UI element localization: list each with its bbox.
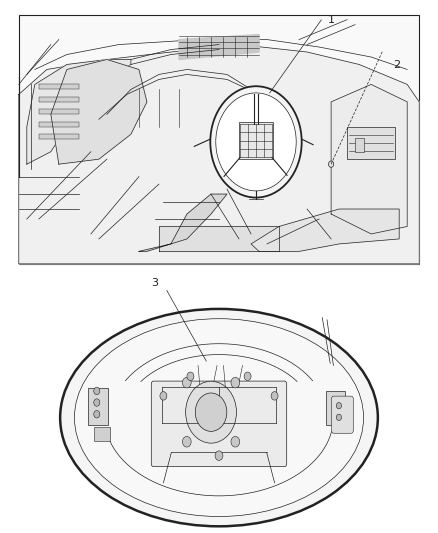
Text: 2: 2	[393, 60, 400, 70]
Circle shape	[216, 93, 296, 191]
Polygon shape	[251, 209, 399, 252]
Circle shape	[94, 387, 100, 394]
Polygon shape	[51, 60, 147, 164]
Bar	[326, 391, 346, 425]
Circle shape	[210, 86, 302, 198]
Bar	[19, 14, 419, 264]
Circle shape	[183, 377, 191, 388]
Circle shape	[244, 372, 251, 381]
Ellipse shape	[60, 309, 378, 526]
Circle shape	[336, 402, 342, 409]
Bar	[39, 134, 79, 139]
Circle shape	[160, 392, 167, 400]
Bar	[355, 139, 364, 152]
Bar	[39, 97, 79, 102]
Circle shape	[94, 410, 100, 418]
Circle shape	[186, 381, 237, 443]
Circle shape	[183, 437, 191, 447]
Polygon shape	[139, 194, 227, 252]
Polygon shape	[27, 60, 131, 164]
Circle shape	[231, 437, 240, 447]
Polygon shape	[159, 227, 279, 252]
Text: 1: 1	[328, 15, 335, 25]
Circle shape	[187, 372, 194, 381]
Bar	[39, 84, 79, 90]
Circle shape	[195, 393, 227, 431]
Bar	[88, 387, 108, 425]
Polygon shape	[19, 45, 419, 264]
Circle shape	[271, 392, 278, 400]
Circle shape	[336, 414, 342, 421]
Polygon shape	[331, 84, 407, 234]
Polygon shape	[179, 35, 259, 60]
Circle shape	[231, 377, 240, 388]
FancyBboxPatch shape	[151, 381, 287, 466]
Bar	[39, 109, 79, 114]
Circle shape	[328, 161, 334, 167]
Circle shape	[94, 399, 100, 406]
Bar	[39, 122, 79, 127]
Ellipse shape	[74, 319, 364, 516]
Bar	[94, 427, 110, 441]
Bar	[239, 123, 273, 159]
Bar	[347, 127, 395, 159]
Circle shape	[215, 451, 223, 461]
Text: 3: 3	[151, 278, 158, 288]
FancyBboxPatch shape	[332, 396, 353, 433]
